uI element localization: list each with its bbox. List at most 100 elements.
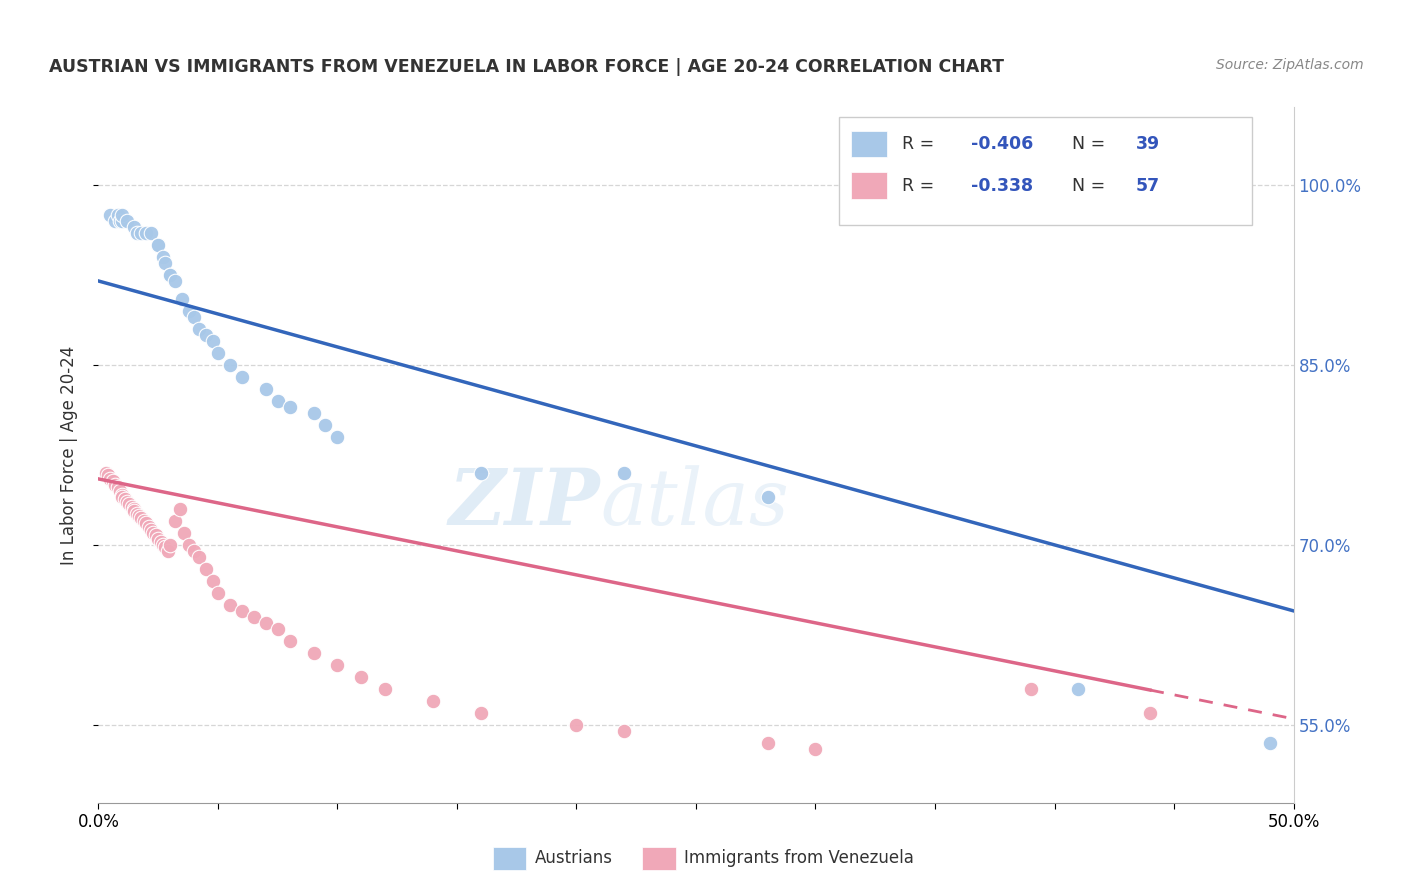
Point [98, 472, 122, 486]
Point [1019, 681, 1042, 696]
Text: N =: N = [1073, 177, 1111, 194]
Point [267, 622, 290, 636]
Point [111, 487, 134, 501]
Point [202, 574, 225, 588]
Point [115, 214, 138, 228]
Point [107, 208, 129, 222]
Point [104, 478, 127, 492]
Point [756, 490, 779, 504]
Point [131, 226, 153, 240]
Point [121, 500, 143, 514]
Point [565, 718, 588, 732]
Point [124, 504, 146, 518]
Point [101, 475, 124, 489]
Point [114, 492, 136, 507]
Point [155, 541, 177, 555]
Point [145, 528, 167, 542]
Point [111, 214, 134, 228]
Point [254, 615, 277, 630]
Text: -0.338: -0.338 [970, 177, 1033, 194]
Point [104, 214, 127, 228]
Point [254, 382, 277, 396]
Point [804, 741, 827, 756]
Point [326, 657, 349, 672]
Point [98, 208, 122, 222]
Point [138, 520, 160, 534]
Point [135, 226, 157, 240]
Point [139, 524, 162, 538]
Point [315, 417, 337, 432]
Point [194, 328, 218, 343]
Text: Austrians: Austrians [534, 849, 613, 867]
Point [108, 214, 131, 228]
Text: ZIP: ZIP [449, 466, 600, 541]
Text: -0.406: -0.406 [970, 135, 1033, 153]
Text: 39: 39 [1136, 135, 1160, 153]
Point [219, 598, 242, 612]
Point [179, 538, 201, 552]
Point [115, 494, 138, 508]
Text: atlas: atlas [600, 466, 789, 541]
Point [152, 538, 174, 552]
Point [470, 466, 492, 480]
Point [613, 723, 636, 738]
Point [302, 406, 325, 420]
Point [125, 226, 148, 240]
Point [183, 310, 205, 324]
Point [155, 256, 177, 270]
Point [194, 562, 218, 576]
Bar [852, 131, 887, 157]
Point [422, 694, 444, 708]
Point [231, 604, 253, 618]
Y-axis label: In Labor Force | Age 20-24: In Labor Force | Age 20-24 [59, 345, 77, 565]
Point [1139, 706, 1161, 720]
Point [142, 525, 165, 540]
Point [149, 535, 172, 549]
Point [374, 681, 396, 696]
Point [97, 468, 120, 483]
Point [159, 538, 181, 552]
Text: Immigrants from Venezuela: Immigrants from Venezuela [685, 849, 914, 867]
Point [107, 480, 129, 494]
Point [124, 219, 146, 234]
Point [243, 610, 266, 624]
Point [159, 268, 181, 282]
Point [207, 586, 229, 600]
Bar [643, 847, 676, 871]
Point [135, 516, 157, 531]
Point [231, 370, 253, 384]
Point [169, 502, 191, 516]
Point [207, 346, 229, 360]
Point [756, 736, 779, 750]
Text: N =: N = [1073, 135, 1111, 153]
Point [326, 430, 349, 444]
Point [131, 511, 153, 525]
Point [278, 633, 301, 648]
Point [156, 544, 179, 558]
Text: R =: R = [901, 177, 939, 194]
Point [613, 466, 636, 480]
Text: Source: ZipAtlas.com: Source: ZipAtlas.com [1216, 58, 1364, 72]
Point [302, 646, 325, 660]
Text: 57: 57 [1136, 177, 1160, 194]
Point [187, 322, 209, 336]
Point [173, 525, 195, 540]
Point [163, 274, 186, 288]
Point [132, 514, 155, 528]
Point [202, 334, 225, 348]
Point [152, 250, 174, 264]
Point [111, 208, 134, 222]
Point [148, 238, 170, 252]
Point [118, 497, 141, 511]
Bar [494, 847, 526, 871]
Point [124, 502, 146, 516]
Point [267, 393, 290, 408]
Bar [852, 172, 887, 199]
Point [128, 509, 150, 524]
FancyBboxPatch shape [839, 118, 1251, 226]
Point [148, 238, 170, 252]
Point [159, 268, 181, 282]
Point [139, 226, 162, 240]
Point [172, 292, 194, 306]
Point [179, 304, 201, 318]
